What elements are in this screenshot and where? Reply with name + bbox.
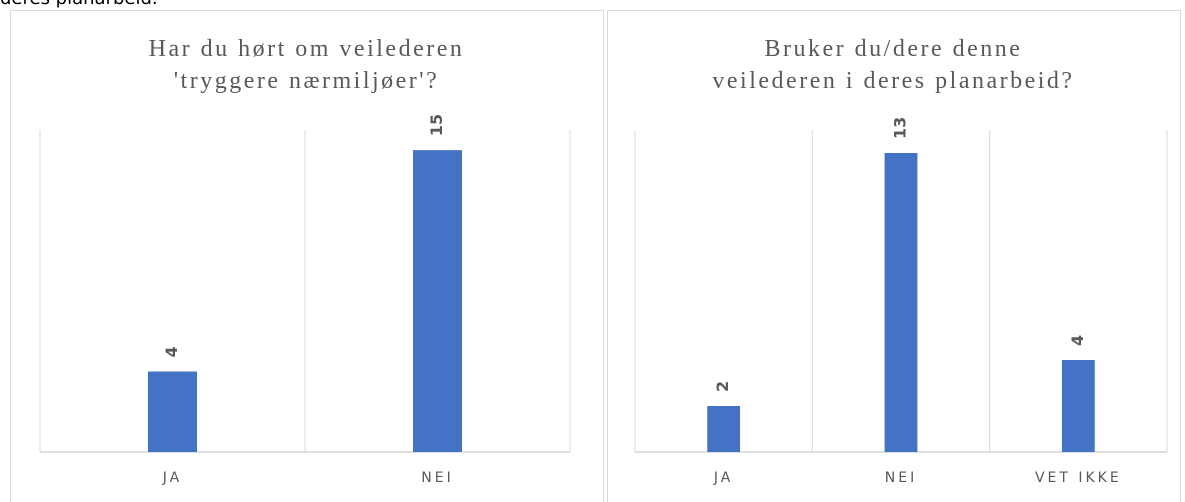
chart-border (10, 10, 604, 502)
x-tick-label: VET IKKE (1035, 470, 1122, 486)
x-tick-label: NEI (421, 470, 453, 486)
data-label: 4 (1068, 335, 1087, 346)
chart-title: Har du hørt om veilederen (149, 36, 465, 62)
data-label: 4 (162, 346, 181, 357)
bar (412, 150, 463, 452)
bar (147, 371, 198, 452)
caption: deres planarbeid. (0, 0, 158, 9)
data-label: 15 (427, 114, 446, 136)
chart-title: Bruker du/dere denne (765, 36, 1023, 62)
x-tick-label: JA (713, 470, 733, 486)
x-tick-label: JA (162, 470, 182, 486)
chart-title: veilederen i deres planarbeid? (712, 68, 1074, 94)
chart-title: 'tryggere nærmiljøer'? (174, 68, 440, 94)
chart-border (607, 10, 1181, 502)
bar (884, 153, 918, 452)
data-label: 13 (891, 117, 910, 139)
data-label: 2 (713, 381, 732, 392)
bar (1061, 360, 1095, 452)
x-tick-label: NEI (885, 470, 917, 486)
bar (707, 406, 741, 452)
